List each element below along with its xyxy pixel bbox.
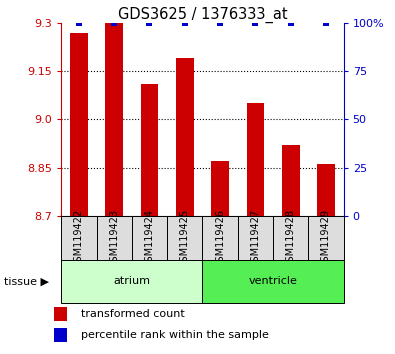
Text: atrium: atrium	[113, 276, 150, 286]
Text: tissue ▶: tissue ▶	[4, 276, 49, 286]
Point	[182, 20, 188, 26]
Text: GSM119425: GSM119425	[180, 209, 190, 268]
Point	[76, 20, 82, 26]
Bar	[317, 165, 335, 216]
Text: transformed count: transformed count	[81, 309, 184, 319]
Point	[146, 20, 152, 26]
Point	[111, 20, 117, 26]
Bar	[176, 58, 194, 216]
Bar	[211, 161, 229, 216]
Bar	[54, 329, 67, 342]
Bar	[167, 216, 202, 260]
Bar	[202, 216, 238, 260]
Bar	[61, 216, 96, 260]
Text: GSM119427: GSM119427	[250, 209, 260, 268]
Bar	[202, 260, 344, 303]
Text: percentile rank within the sample: percentile rank within the sample	[81, 330, 269, 340]
Bar	[246, 103, 264, 216]
Bar	[308, 216, 344, 260]
Bar	[70, 33, 88, 216]
Point	[217, 20, 223, 26]
Bar	[273, 216, 308, 260]
Point	[288, 20, 294, 26]
Bar	[282, 145, 299, 216]
Title: GDS3625 / 1376333_at: GDS3625 / 1376333_at	[118, 7, 287, 23]
Point	[252, 20, 259, 26]
Bar	[141, 84, 158, 216]
Text: GSM119428: GSM119428	[286, 209, 296, 268]
Bar	[96, 216, 132, 260]
Text: GSM119424: GSM119424	[145, 209, 154, 268]
Bar	[54, 307, 67, 321]
Bar	[105, 23, 123, 216]
Point	[323, 20, 329, 26]
Text: GSM119426: GSM119426	[215, 209, 225, 268]
Bar	[61, 260, 202, 303]
Text: GSM119429: GSM119429	[321, 209, 331, 268]
Bar	[132, 216, 167, 260]
Text: GSM119422: GSM119422	[74, 209, 84, 268]
Text: ventricle: ventricle	[248, 276, 297, 286]
Text: GSM119423: GSM119423	[109, 209, 119, 268]
Bar	[238, 216, 273, 260]
